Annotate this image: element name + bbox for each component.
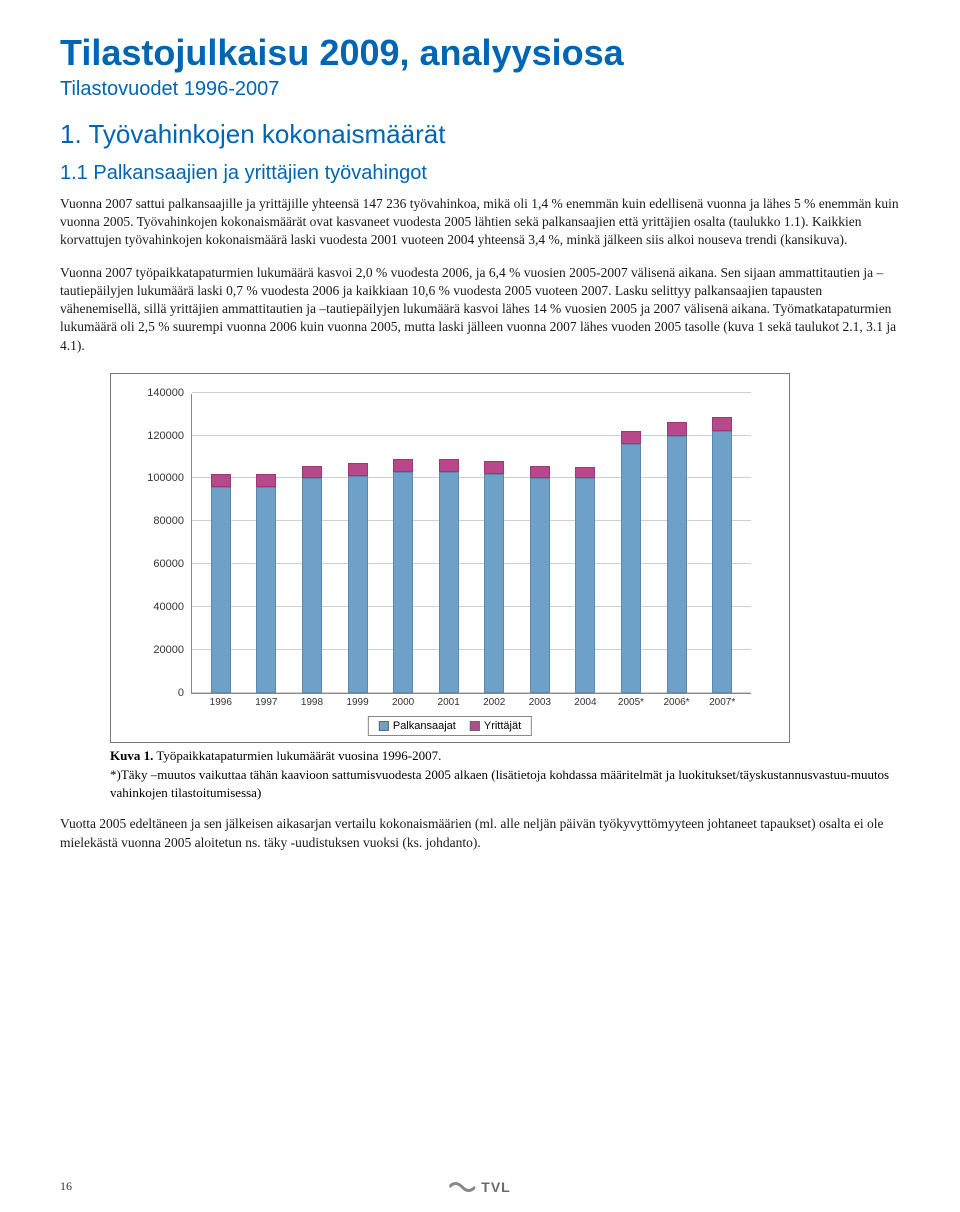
- bar-segment-palkansaajat: [530, 478, 550, 692]
- chart-gridline: 140000: [192, 392, 751, 393]
- chart-y-label: 0: [178, 687, 192, 699]
- legend-item-yrittajat: Yrittäjät: [470, 720, 521, 732]
- bar-segment-yrittajat: [348, 463, 368, 476]
- page-number: 16: [60, 1179, 72, 1194]
- chart-x-label: 1997: [255, 697, 277, 708]
- chart-x-label: 2004: [574, 697, 596, 708]
- bar-segment-palkansaajat: [211, 487, 231, 693]
- chart-x-label: 2005*: [618, 697, 644, 708]
- tvl-logo-icon: [449, 1180, 475, 1194]
- chart-y-label: 40000: [153, 601, 192, 613]
- bar-segment-palkansaajat: [256, 487, 276, 693]
- body-paragraph-1: Vuonna 2007 sattui palkansaajille ja yri…: [60, 195, 900, 250]
- chart-x-label: 2003: [529, 697, 551, 708]
- chart-caption-note: *)Täky –muutos vaikuttaa tähän kaavioon …: [110, 766, 890, 801]
- chart-bar: 1996: [211, 474, 231, 693]
- bar-segment-yrittajat: [575, 467, 595, 479]
- chart-y-label: 60000: [153, 558, 192, 570]
- chart-y-label: 140000: [147, 387, 192, 399]
- body-paragraph-3: Vuotta 2005 edeltäneen ja sen jälkeisen …: [60, 815, 900, 851]
- chart-bar: 1999: [348, 463, 368, 692]
- chart-bar: 1997: [256, 474, 276, 693]
- chart-y-label: 20000: [153, 644, 192, 656]
- bar-segment-palkansaajat: [712, 431, 732, 692]
- bar-segment-palkansaajat: [621, 444, 641, 693]
- bar-segment-palkansaajat: [484, 474, 504, 693]
- chart-x-label: 2001: [438, 697, 460, 708]
- legend-item-palkansaajat: Palkansaajat: [379, 720, 456, 732]
- chart-bar: 2005*: [621, 431, 641, 692]
- chart-bar: 2000: [393, 459, 413, 693]
- chart-y-label: 120000: [147, 430, 192, 442]
- page-footer: 16 TVL: [60, 1179, 900, 1194]
- bar-segment-yrittajat: [439, 459, 459, 472]
- bar-segment-yrittajat: [256, 474, 276, 487]
- bar-segment-yrittajat: [667, 422, 687, 436]
- chart-x-label: 2000: [392, 697, 414, 708]
- chart-bar: 1998: [302, 466, 322, 693]
- chart-container: 020000400006000080000100000120000140000 …: [110, 373, 790, 743]
- chart-bar: 2001: [439, 459, 459, 693]
- bar-segment-palkansaajat: [439, 472, 459, 693]
- chart-y-label: 100000: [147, 472, 192, 484]
- bar-segment-yrittajat: [712, 417, 732, 431]
- chart-legend: Palkansaajat Yrittäjät: [368, 716, 532, 736]
- page-subtitle: Tilastovuodet 1996-2007: [60, 78, 900, 101]
- bar-segment-yrittajat: [484, 461, 504, 474]
- bar-segment-palkansaajat: [393, 472, 413, 693]
- bar-segment-yrittajat: [302, 466, 322, 479]
- chart-bar: 2006*: [667, 422, 687, 693]
- bar-segment-yrittajat: [211, 474, 231, 487]
- body-paragraph-2: Vuonna 2007 työpaikkatapaturmien lukumää…: [60, 264, 900, 355]
- chart-x-label: 1998: [301, 697, 323, 708]
- bar-segment-yrittajat: [530, 466, 550, 479]
- chart-x-label: 2002: [483, 697, 505, 708]
- bar-segment-yrittajat: [621, 431, 641, 444]
- section-heading-1: 1. Työvahinkojen kokonaismäärät: [60, 119, 900, 150]
- section-heading-1-1: 1.1 Palkansaajien ja yrittäjien työvahin…: [60, 162, 900, 185]
- chart-bar: 2004: [575, 467, 595, 693]
- bar-segment-palkansaajat: [575, 478, 595, 692]
- bar-segment-yrittajat: [393, 459, 413, 472]
- chart-x-label: 2007*: [709, 697, 735, 708]
- chart-bars: 1996 1997 1998 1999 2000 2001 2002 2003 2004 2005…: [192, 394, 751, 693]
- bar-segment-palkansaajat: [348, 476, 368, 692]
- chart-caption: Kuva 1. Työpaikkatapaturmien lukumäärät …: [110, 747, 870, 765]
- bar-segment-palkansaajat: [302, 478, 322, 692]
- chart-x-label: 1996: [210, 697, 232, 708]
- footer-logo: TVL: [449, 1179, 510, 1195]
- chart-bar: 2002: [484, 461, 504, 692]
- chart-plot-area: 020000400006000080000100000120000140000 …: [191, 394, 751, 694]
- chart-x-label: 2006*: [663, 697, 689, 708]
- bar-segment-palkansaajat: [667, 436, 687, 693]
- chart-bar: 2007*: [712, 417, 732, 692]
- page-main-title: Tilastojulkaisu 2009, analyysiosa: [60, 32, 900, 74]
- chart-bar: 2003: [530, 466, 550, 693]
- chart-x-label: 1999: [346, 697, 368, 708]
- chart-y-label: 80000: [153, 515, 192, 527]
